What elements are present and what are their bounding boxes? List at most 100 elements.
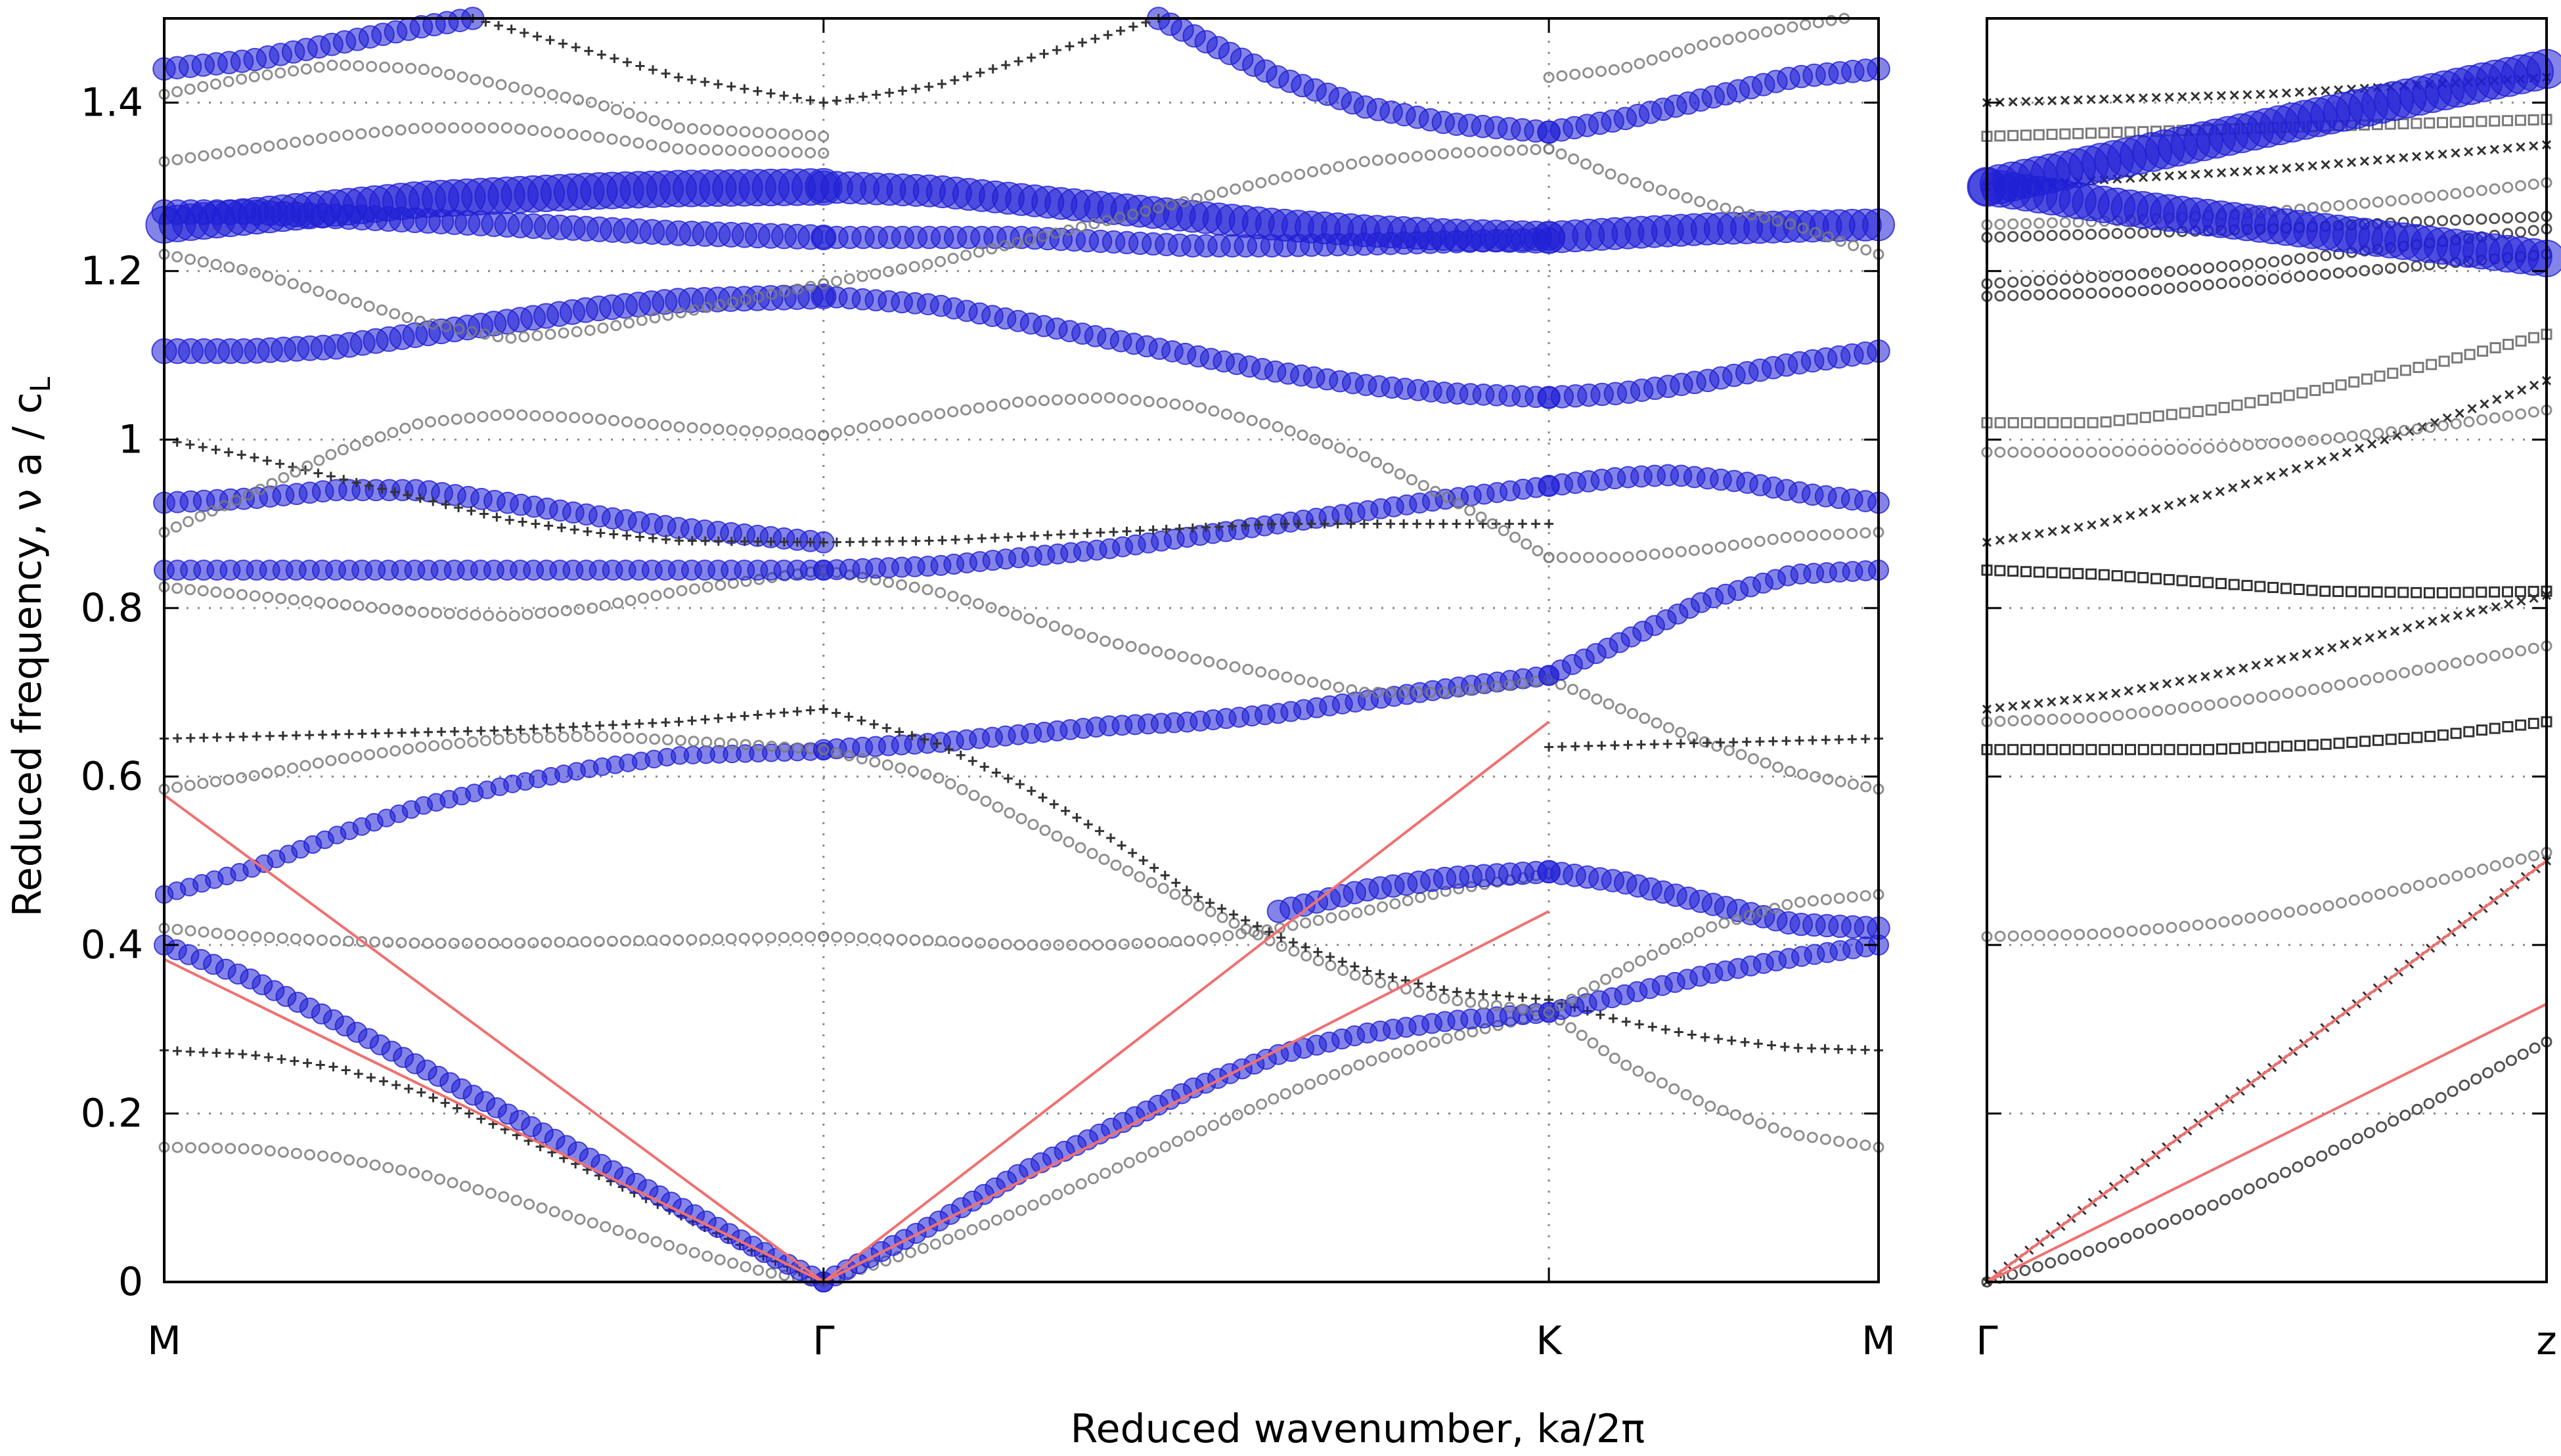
data-point — [1274, 922, 1286, 934]
data-point — [1617, 173, 1629, 185]
data-point — [1714, 1034, 1724, 1044]
data-point — [288, 594, 300, 606]
data-point — [2424, 117, 2436, 129]
data-point — [2242, 439, 2254, 451]
data-point — [832, 96, 841, 106]
data-point — [2320, 250, 2332, 261]
data-point — [751, 145, 763, 157]
data-point — [1768, 1122, 1779, 1134]
data-point — [1706, 199, 1718, 211]
data-point — [1503, 144, 1515, 156]
data-point — [1375, 969, 1385, 979]
data-point — [1063, 224, 1075, 236]
data-point — [501, 937, 513, 949]
data-point — [2255, 257, 2267, 269]
data-point — [2203, 262, 2215, 274]
data-point — [830, 427, 842, 439]
data-point — [791, 129, 803, 141]
y-tick-label: 1 — [118, 416, 143, 462]
data-point — [2476, 185, 2487, 196]
data-point — [1136, 1151, 1147, 1163]
data-point — [2450, 188, 2462, 200]
data-point — [218, 500, 230, 512]
data-point — [223, 261, 235, 273]
data-point — [587, 1217, 598, 1229]
data-point — [1003, 532, 1013, 542]
data-point — [973, 402, 985, 414]
data-point — [805, 147, 816, 159]
data-point — [2020, 715, 2032, 726]
data-point — [301, 595, 313, 607]
data-point — [1615, 703, 1626, 715]
data-point — [2020, 700, 2031, 710]
data-point — [1479, 989, 1488, 999]
data-point — [1304, 1078, 1316, 1090]
data-point — [2170, 1214, 2181, 1225]
data-point — [2046, 567, 2058, 579]
data-point — [2112, 94, 2122, 104]
data-point — [1807, 1044, 1817, 1053]
data-point — [1425, 686, 1436, 698]
data-point — [1027, 53, 1036, 62]
data-point — [779, 91, 789, 100]
sound-line — [164, 958, 824, 1283]
data-point — [303, 934, 315, 946]
y-tick-label: 1.4 — [81, 79, 143, 125]
data-point — [440, 1098, 450, 1108]
data-point — [2333, 431, 2345, 443]
data-point — [457, 608, 468, 620]
data-point — [2007, 565, 2019, 577]
data-point — [843, 750, 855, 762]
data-point — [1205, 906, 1216, 917]
data-point — [975, 68, 985, 77]
data-point — [597, 731, 609, 743]
data-point — [351, 751, 363, 762]
data-point — [685, 143, 697, 155]
series-oop-10 — [1981, 328, 2552, 429]
data-point — [623, 108, 635, 120]
data-point — [2347, 158, 2357, 167]
series-band-M-G-1 — [158, 1141, 830, 1288]
data-point — [1276, 940, 1287, 952]
data-point — [1337, 957, 1347, 967]
data-point — [2321, 160, 2330, 169]
data-point — [1627, 707, 1639, 719]
data-point — [1377, 901, 1389, 913]
data-point — [277, 1054, 286, 1064]
data-point — [960, 250, 972, 261]
data-point — [805, 95, 815, 105]
data-point — [1531, 519, 1541, 529]
data-point — [845, 537, 855, 547]
data-point — [2451, 870, 2463, 882]
data-point — [1566, 993, 1578, 1005]
data-point — [2528, 406, 2539, 418]
data-point — [493, 734, 504, 745]
data-point — [1177, 651, 1189, 663]
data-point — [545, 328, 556, 340]
data-point — [1675, 546, 1687, 558]
data-point — [1452, 995, 1463, 1007]
data-point — [514, 937, 526, 949]
series-band-M-G-17 — [158, 122, 830, 167]
data-point — [2334, 679, 2346, 691]
data-point — [2302, 649, 2311, 659]
data-point — [1668, 188, 1680, 200]
data-point — [2099, 711, 2111, 723]
data-point — [751, 932, 763, 944]
data-point — [2480, 399, 2489, 409]
data-point — [184, 584, 196, 596]
data-point — [1220, 408, 1232, 420]
sound-lines — [163, 720, 2548, 1283]
data-point — [300, 760, 311, 772]
data-point — [482, 76, 494, 88]
data-point — [2126, 708, 2137, 720]
data-point — [2321, 85, 2330, 96]
data-point — [1353, 1059, 1365, 1071]
data-point — [2177, 497, 2187, 507]
data-point — [2202, 577, 2214, 588]
data-point — [2296, 904, 2308, 916]
series-band-K-M-15 — [1543, 12, 1850, 83]
data-point — [2333, 200, 2345, 211]
data-point — [2294, 87, 2304, 97]
data-point — [1544, 742, 1554, 752]
